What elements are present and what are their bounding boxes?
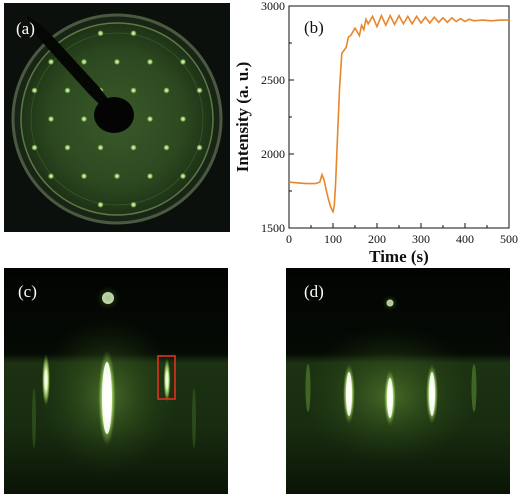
leed-spot [80,172,88,180]
y-axis-label: Intensity (a. u.) [233,62,252,173]
leed-spot [146,115,154,123]
x-tick-label: 200 [368,232,386,246]
intensity-chart-panel: 0 100 200 300 400 500 1500 2000 2500 3000 Time (… [232,0,520,268]
x-tick-label: 0 [286,232,292,246]
leed-pattern-panel: (a) [4,3,230,232]
leed-spot [130,30,137,37]
leed-spot [47,172,55,180]
diffraction-streak [42,354,50,406]
diffraction-streak [163,358,171,402]
panel-label-b: (b) [304,18,324,37]
leed-spot [163,144,170,151]
leed-spot [97,144,104,151]
leed-spot [196,87,203,94]
leed-spot [130,87,137,94]
y-tick-label: 2000 [261,147,285,161]
x-tick-label: 500 [500,232,518,246]
leed-spot [80,58,88,66]
leed-spot [47,115,55,123]
highlight-box [157,355,176,400]
y-tick-label: 1500 [261,221,285,235]
rheed-pattern-d-image [286,268,510,494]
rheed-pattern-d-panel: (d) [286,268,510,494]
leed-spot [146,58,154,66]
leed-diffraction-spots [31,30,203,208]
leed-spot [179,172,187,180]
leed-spot [113,172,121,180]
x-tick-label: 100 [324,232,342,246]
y-tick-label: 2500 [261,73,285,87]
leed-spot [47,58,55,66]
rheed-pattern-c-panel: (c) [4,268,228,494]
electron-gun-shadow [26,15,108,107]
leed-spot [31,144,38,151]
y-tick-label: 3000 [261,0,285,13]
x-tick-label: 300 [412,232,430,246]
leed-spot [130,201,137,208]
leed-pattern-image [4,3,230,232]
leed-spot [64,144,71,151]
leed-spot [146,172,154,180]
intensity-chart: 0 100 200 300 400 500 1500 2000 2500 3000 Time (… [233,0,518,266]
electron-gun-tip [94,97,134,133]
rheed-pattern-c-image [4,268,228,494]
leed-spot [97,30,104,37]
panel-label-a: (a) [16,19,35,38]
leed-spot [97,201,104,208]
leed-spot [179,115,187,123]
leed-spot [64,87,71,94]
panel-label-d: (d) [304,282,324,301]
leed-spot [130,144,137,151]
leed-spot [163,87,170,94]
x-axis-label: Time (s) [369,247,429,266]
leed-spot [196,144,203,151]
panel-label-c: (c) [18,282,37,301]
intensity-curve [288,13,509,215]
leed-spot [80,115,88,123]
leed-spot [113,58,121,66]
x-tick-label: 400 [456,232,474,246]
leed-spot [179,58,187,66]
plot-frame [288,5,510,229]
leed-spot [31,87,38,94]
